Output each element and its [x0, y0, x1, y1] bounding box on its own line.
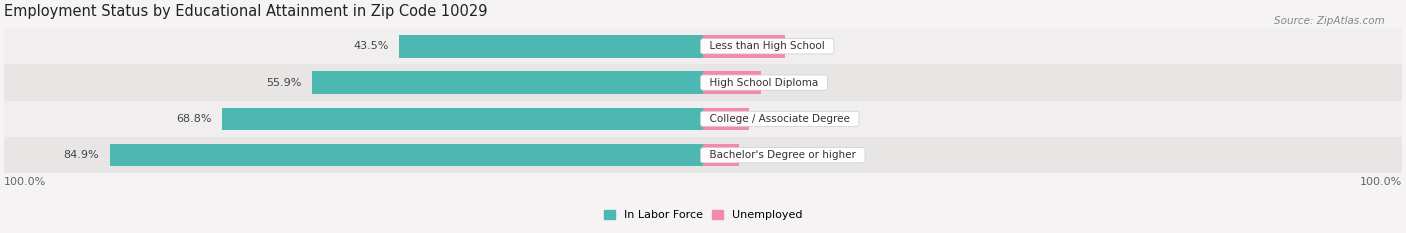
Text: 11.8%: 11.8%	[796, 41, 831, 51]
Bar	[4, 101, 1402, 137]
Bar	[703, 144, 738, 166]
Text: 8.3%: 8.3%	[772, 78, 800, 88]
Text: College / Associate Degree: College / Associate Degree	[703, 114, 856, 124]
Text: High School Diploma: High School Diploma	[703, 78, 825, 88]
Bar	[4, 28, 1402, 65]
Bar	[4, 65, 1402, 101]
Bar	[110, 144, 703, 166]
Bar	[703, 108, 749, 130]
Bar	[222, 108, 703, 130]
Text: Bachelor's Degree or higher: Bachelor's Degree or higher	[703, 150, 862, 160]
Text: 68.8%: 68.8%	[176, 114, 212, 124]
Bar	[399, 35, 703, 58]
Bar	[4, 137, 1402, 173]
Bar	[703, 35, 786, 58]
Text: Employment Status by Educational Attainment in Zip Code 10029: Employment Status by Educational Attainm…	[4, 4, 488, 19]
Text: Less than High School: Less than High School	[703, 41, 831, 51]
Legend: In Labor Force, Unemployed: In Labor Force, Unemployed	[603, 210, 803, 220]
Text: 55.9%: 55.9%	[267, 78, 302, 88]
Text: 5.1%: 5.1%	[749, 150, 778, 160]
Text: 84.9%: 84.9%	[63, 150, 100, 160]
Text: 100.0%: 100.0%	[4, 177, 46, 187]
Text: 100.0%: 100.0%	[1360, 177, 1402, 187]
Bar	[703, 71, 761, 94]
Bar	[312, 71, 703, 94]
Text: Source: ZipAtlas.com: Source: ZipAtlas.com	[1274, 16, 1385, 26]
Text: 43.5%: 43.5%	[353, 41, 388, 51]
Text: 6.6%: 6.6%	[759, 114, 787, 124]
